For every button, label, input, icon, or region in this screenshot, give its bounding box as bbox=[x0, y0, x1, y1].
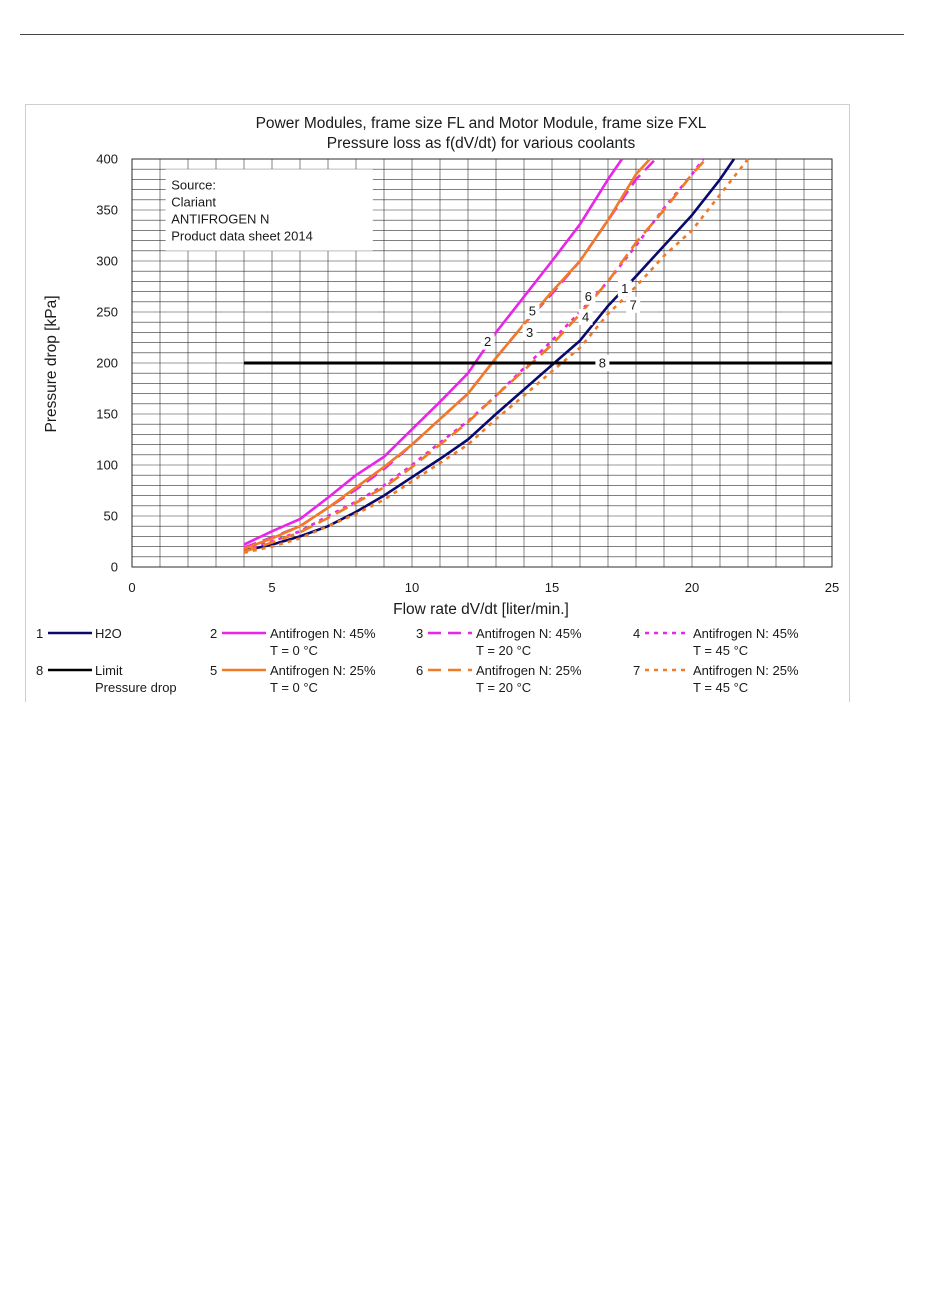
chart-title: Power Modules, frame size FL and Motor M… bbox=[256, 115, 707, 132]
legend-sublabel-2: T = 0 °C bbox=[270, 643, 318, 658]
y-tick-label: 50 bbox=[104, 509, 118, 524]
legend-sublabel-7: T = 45 °C bbox=[693, 680, 748, 695]
source-note-line: Product data sheet 2014 bbox=[171, 229, 313, 244]
x-tick-label: 15 bbox=[545, 580, 559, 595]
curve-label-4: 4 bbox=[582, 310, 589, 325]
curve-label-bg bbox=[581, 288, 596, 305]
pressure-loss-chart: Power Modules, frame size FL and Motor M… bbox=[36, 115, 839, 695]
curve-label-bg bbox=[617, 280, 632, 297]
source-note-line: Clariant bbox=[171, 195, 216, 210]
legend-number-3: 3 bbox=[416, 626, 423, 641]
y-tick-label: 100 bbox=[96, 458, 118, 473]
source-note-line: ANTIFROGEN N bbox=[171, 212, 269, 227]
curve-label-2: 2 bbox=[484, 334, 491, 349]
curve-series-5 bbox=[243, 158, 651, 550]
curve-series-1 bbox=[243, 158, 736, 552]
source-note: Source: Clariant ANTIFROGEN N Product data … bbox=[165, 169, 373, 251]
curve-series-2 bbox=[243, 158, 624, 546]
x-tick-label: 20 bbox=[685, 580, 699, 595]
legend-label-5: Antifrogen N: 25% bbox=[270, 663, 376, 678]
y-tick-label: 300 bbox=[96, 254, 118, 269]
y-axis-label: Pressure drop [kPa] bbox=[43, 296, 60, 433]
source-note-box bbox=[165, 169, 373, 251]
legend-label-8: Limit bbox=[95, 663, 123, 678]
chart-subtitle: Pressure loss as f(dV/dt) for various co… bbox=[327, 135, 636, 152]
legend-label-7: Antifrogen N: 25% bbox=[693, 663, 799, 678]
source-note-line: Source: bbox=[171, 178, 216, 193]
legend-label-3: Antifrogen N: 45% bbox=[476, 626, 582, 641]
y-tick-label: 200 bbox=[96, 356, 118, 371]
curve-series-7 bbox=[243, 158, 750, 554]
legend: 1 H2O 2 Antifrogen N: 45% T = 0 °C 3 Antifroge… bbox=[36, 626, 799, 695]
x-tick-label: 5 bbox=[268, 580, 275, 595]
legend-number-7: 7 bbox=[633, 663, 640, 678]
curve-labels: 1 2 3 4 5 6 7 8 bbox=[480, 280, 641, 371]
y-tick-label: 150 bbox=[96, 407, 118, 422]
curve-label-bg bbox=[595, 355, 610, 371]
legend-sublabel-3: T = 20 °C bbox=[476, 643, 531, 658]
curve-label-5: 5 bbox=[529, 303, 536, 318]
curve-label-bg bbox=[578, 309, 593, 326]
legend-sublabel-6: T = 20 °C bbox=[476, 680, 531, 695]
legend-sublabel-4: T = 45 °C bbox=[693, 643, 748, 658]
x-tick-label: 10 bbox=[405, 580, 419, 595]
legend-label-2: Antifrogen N: 45% bbox=[270, 626, 376, 641]
chart-frame bbox=[25, 104, 850, 702]
legend-number-6: 6 bbox=[416, 663, 423, 678]
y-tick-label: 400 bbox=[96, 152, 118, 167]
legend-number-5: 5 bbox=[210, 663, 217, 678]
curve-label-8: 8 bbox=[599, 356, 606, 371]
curve-series-6 bbox=[243, 158, 707, 553]
curve-label-7: 7 bbox=[630, 297, 637, 312]
legend-number-8: 8 bbox=[36, 663, 43, 678]
legend-label-4: Antifrogen N: 45% bbox=[693, 626, 799, 641]
curves bbox=[243, 158, 832, 554]
legend-label-6: Antifrogen N: 25% bbox=[476, 663, 582, 678]
legend-number-1: 1 bbox=[36, 626, 43, 641]
curve-label-1: 1 bbox=[621, 281, 628, 296]
curve-label-bg bbox=[480, 333, 495, 350]
y-tick-label: 0 bbox=[111, 560, 118, 575]
legend-label-1: H2O bbox=[95, 626, 122, 641]
curve-label-bg bbox=[522, 324, 537, 341]
y-tick-label: 350 bbox=[96, 203, 118, 218]
curve-label-bg bbox=[525, 302, 540, 319]
curve-label-3: 3 bbox=[526, 325, 533, 340]
header-rule bbox=[20, 34, 904, 35]
x-axis-label: Flow rate dV/dt [liter/min.] bbox=[393, 601, 569, 618]
x-tick-label: 0 bbox=[128, 580, 135, 595]
legend-sublabel-5: T = 0 °C bbox=[270, 680, 318, 695]
x-tick-label: 25 bbox=[825, 580, 839, 595]
legend-sublabel-8: Pressure drop bbox=[95, 680, 177, 695]
curve-label-bg bbox=[626, 296, 641, 313]
y-tick-label: 250 bbox=[96, 305, 118, 320]
curve-label-6: 6 bbox=[585, 289, 592, 304]
legend-number-2: 2 bbox=[210, 626, 217, 641]
legend-number-4: 4 bbox=[633, 626, 640, 641]
